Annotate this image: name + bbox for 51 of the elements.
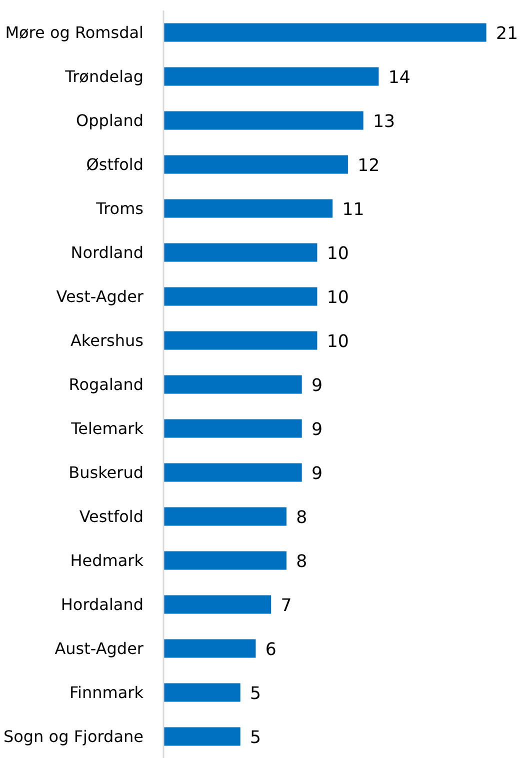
y-tick-label: Akershus (70, 331, 144, 350)
data-label: 11 (342, 200, 364, 220)
y-tick-label: Finnmark (70, 683, 144, 702)
data-label: 10 (326, 332, 349, 352)
bar (164, 331, 318, 350)
y-tick-label: Møre og Romsdal (5, 23, 144, 42)
data-label: 5 (250, 684, 262, 704)
bar (164, 243, 318, 262)
bar (164, 683, 240, 702)
data-label: 9 (312, 376, 323, 396)
y-tick-label: Aust-Agder (54, 639, 144, 658)
y-tick-label: Vestfold (79, 507, 144, 526)
bar (164, 595, 272, 614)
data-label: 6 (265, 640, 276, 660)
bar (164, 155, 348, 174)
y-tick-label: Telemark (70, 419, 144, 438)
y-tick-label: Trøndelag (64, 67, 144, 86)
bar (164, 287, 318, 306)
bar (164, 199, 333, 218)
bar (164, 23, 486, 42)
bar (164, 463, 302, 482)
y-tick-label: Oppland (76, 111, 144, 130)
data-label: 7 (280, 596, 292, 616)
data-label: 10 (326, 244, 349, 264)
bar (164, 67, 379, 86)
y-tick-label: Østfold (86, 155, 144, 174)
y-tick-label: Hedmark (70, 551, 144, 570)
bar (164, 111, 364, 130)
data-label: 5 (250, 728, 262, 748)
data-label: 10 (326, 288, 349, 308)
data-label: 8 (296, 508, 308, 528)
data-label: 8 (296, 552, 308, 572)
data-label: 9 (312, 420, 323, 440)
y-tick-label: Rogaland (68, 375, 144, 394)
bar (164, 551, 286, 570)
y-tick-label: Hordaland (60, 595, 144, 614)
data-label: 13 (373, 112, 396, 132)
bar (164, 507, 286, 526)
bar (164, 639, 256, 658)
y-tick-label: Vest-Agder (56, 287, 144, 306)
data-label: 14 (388, 68, 410, 88)
bar (164, 375, 302, 394)
y-tick-label: Troms (95, 199, 144, 218)
data-label: 12 (358, 156, 380, 176)
y-tick-label: Sogn og Fjordane (3, 727, 144, 746)
data-label: 9 (312, 464, 323, 484)
y-tick-label: Nordland (70, 243, 144, 262)
bar (164, 419, 302, 438)
y-tick-label: Buskerud (68, 463, 144, 482)
bar (164, 727, 240, 746)
data-label: 21 (496, 24, 518, 44)
